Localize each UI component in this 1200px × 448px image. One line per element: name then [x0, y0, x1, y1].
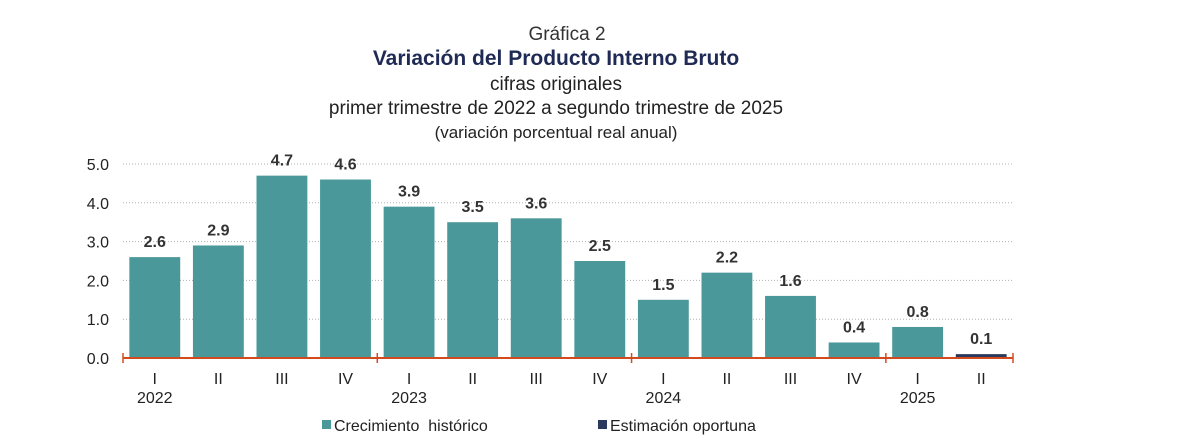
- chart-heading: Gráfica 2: [528, 24, 605, 45]
- bar: [510, 218, 562, 358]
- legend-swatch: [322, 420, 331, 429]
- x-tick-label: II: [214, 371, 223, 388]
- bar: [447, 222, 499, 358]
- y-tick-label: 5.0: [87, 157, 109, 174]
- legend-label: Estimación oportuna: [610, 418, 756, 435]
- value-label: 3.5: [462, 199, 484, 216]
- value-label: 3.6: [525, 195, 547, 212]
- y-tick-label: 2.0: [87, 273, 109, 290]
- legend-swatch: [598, 420, 607, 429]
- x-group-label: 2023: [391, 390, 427, 407]
- legend-label: Crecimiento histórico: [334, 418, 488, 435]
- y-tick-label: 1.0: [87, 312, 109, 329]
- x-tick-label: II: [977, 371, 986, 388]
- x-group-label: 2022: [137, 390, 173, 407]
- bar: [129, 257, 181, 358]
- x-group-label: 2025: [900, 390, 936, 407]
- x-tick-label: IV: [847, 371, 862, 388]
- value-label: 0.1: [970, 331, 992, 348]
- bar: [320, 179, 371, 358]
- bar: [955, 354, 1007, 358]
- chart-period: primer trimestre de 2022 a segundo trime…: [329, 98, 783, 119]
- x-tick-label: I: [915, 371, 919, 388]
- bar: [574, 261, 626, 358]
- value-label: 0.8: [907, 304, 929, 321]
- x-tick-label: II: [722, 371, 731, 388]
- x-tick-label: III: [784, 371, 797, 388]
- value-label: 0.4: [843, 319, 865, 336]
- value-label: 2.5: [589, 238, 611, 255]
- x-tick-label: I: [153, 371, 157, 388]
- bar: [383, 206, 435, 358]
- value-label: 2.6: [144, 234, 166, 251]
- bar: [701, 272, 753, 358]
- bar: [256, 175, 308, 358]
- x-tick-label: I: [407, 371, 411, 388]
- y-tick-label: 3.0: [87, 235, 109, 252]
- x-tick-label: I: [661, 371, 665, 388]
- y-tick-label: 4.0: [87, 196, 109, 213]
- x-tick-label: III: [530, 371, 543, 388]
- value-label: 2.9: [207, 222, 229, 239]
- x-tick-label: III: [275, 371, 288, 388]
- value-label: 4.7: [271, 153, 293, 170]
- value-label: 4.6: [334, 157, 356, 174]
- bar: [828, 342, 880, 358]
- value-label: 3.9: [398, 184, 420, 201]
- chart-subtitle: cifras originales: [490, 74, 622, 95]
- value-label: 1.6: [779, 273, 801, 290]
- value-label: 2.2: [716, 250, 738, 267]
- bar: [892, 326, 944, 358]
- x-tick-label: IV: [338, 371, 353, 388]
- y-tick-label: 0.0: [87, 351, 109, 368]
- bar: [637, 299, 689, 358]
- x-tick-label: II: [468, 371, 477, 388]
- x-tick-label: IV: [592, 371, 607, 388]
- bar: [192, 245, 244, 358]
- bar: [765, 295, 816, 358]
- x-group-label: 2024: [646, 390, 682, 407]
- value-label: 1.5: [652, 277, 674, 294]
- chart-title: Variación del Producto Interno Bruto: [373, 47, 739, 70]
- chart-units: (variación porcentual real anual): [435, 123, 678, 142]
